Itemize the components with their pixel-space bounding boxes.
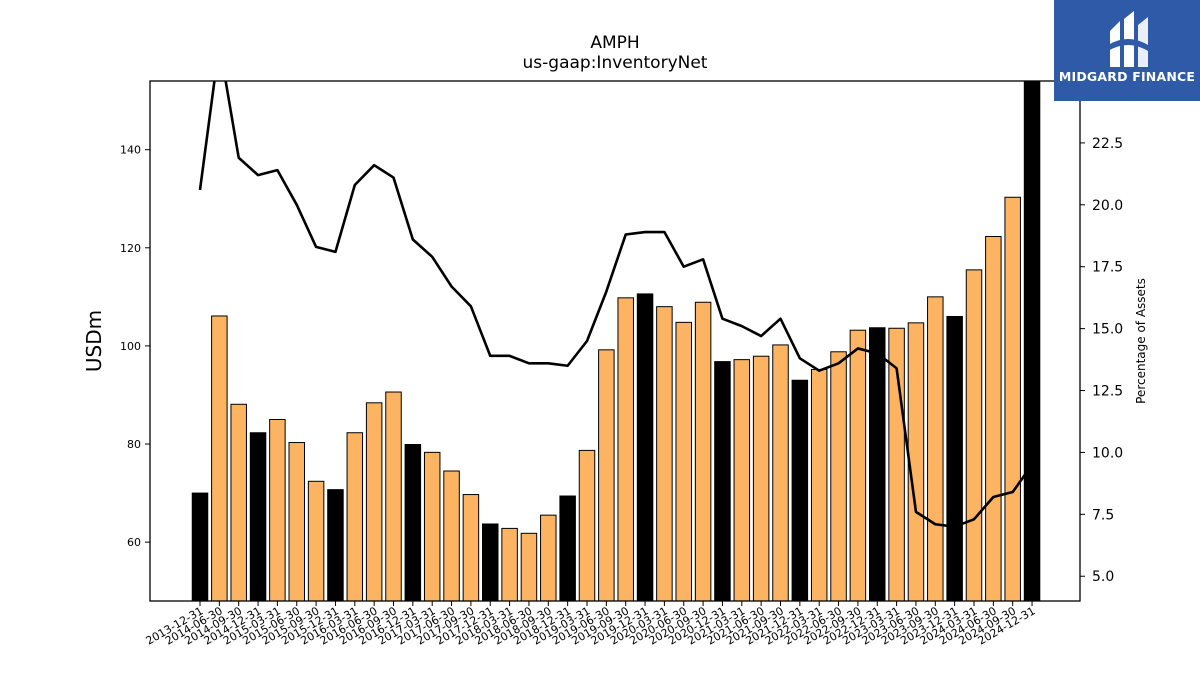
bar-2024-06-30 [985,236,1002,601]
right-tick-label: 5.0 [1092,569,1114,585]
bar-2022-03-31 [810,368,828,601]
left-tick-label: 140 [120,144,141,157]
bar-2018-03-31 [501,527,518,601]
right-tick-label: 20.0 [1092,198,1123,214]
right-tick-label: 22.5 [1092,136,1123,152]
percentage-line [198,81,1034,529]
bar-2021-09-30 [772,344,789,601]
bar-2024-03-31 [965,269,983,601]
bar-2017-03-31 [423,451,441,601]
bar-2016-09-30 [385,391,402,601]
chart-subtitle: us-gaap:InventoryNet [523,53,708,73]
logo-mark-icon [1108,11,1148,67]
bar-2013-12-31 [191,492,209,601]
bars-group [191,81,1041,601]
right-tick-label: 15.0 [1092,322,1123,338]
bar-2018-09-30 [540,514,557,601]
bar-2016-12-31 [404,444,422,601]
right-y-ticks: 5.0 7.5 10.0 12.5 15.0 17.5 20.0 22.5 [1080,136,1123,585]
bar-2022-12-31 [869,327,886,601]
bar-2021-12-31 [791,379,809,601]
bar-2018-06-30 [520,532,538,601]
chart-title: AMPH [590,33,639,53]
left-tick-label: 100 [120,340,141,353]
bar-2016-06-30 [365,402,383,601]
left-tick-label: 80 [127,438,141,451]
bar-2017-12-31 [482,523,499,601]
bar-2014-09-30 [230,403,247,601]
left-tick-label: 120 [120,242,141,255]
bar-2024-12-31 [1023,81,1041,601]
bar-2021-03-31 [733,359,751,601]
bar-2015-09-30 [307,480,325,601]
bar-2015-06-30 [288,442,305,601]
bar-2015-12-31 [327,489,344,601]
bar-2020-06-30 [675,321,692,601]
bar-2019-03-31 [578,449,596,601]
line-layer [198,81,1034,529]
bar-2019-12-31 [636,293,654,601]
bar-2016-03-31 [346,432,364,601]
bar-2022-06-30 [830,351,847,601]
bar-2017-06-30 [443,470,460,601]
right-tick-label: 7.5 [1092,507,1114,523]
bar-2019-06-30 [598,349,615,601]
right-tick-label: 10.0 [1092,445,1123,461]
bar-2014-12-31 [249,432,267,601]
bar-2023-09-30 [927,296,944,601]
bar-2020-12-31 [714,361,731,601]
plot-frame [149,80,1081,602]
brand-logo: MIDGARD FINANCE [1054,0,1200,101]
bar-2020-03-31 [656,306,673,601]
bar-2019-09-30 [617,297,634,601]
y2-axis-label: Percentage of Assets [1134,278,1148,404]
left-tick-label: 60 [127,536,141,549]
x-ticks: 2013-12-312014-06-302014-09-302014-12-31… [144,601,1038,648]
bar-2014-06-30 [211,315,228,601]
axes-group [149,80,1081,602]
bar-2021-06-30 [752,355,770,601]
bar-2023-12-31 [946,315,963,601]
bar-2024-09-30 [1004,196,1021,601]
y-axis-label: USDm [82,310,106,372]
bar-2022-09-30 [849,329,867,601]
bar-2018-12-31 [559,495,576,601]
bar-2017-09-30 [462,494,480,601]
bar-2015-03-31 [269,418,286,601]
right-tick-label: 17.5 [1092,260,1123,276]
bar-2020-09-30 [694,301,712,601]
brand-name: MIDGARD FINANCE [1058,69,1196,84]
left-y-ticks: 60 80 100 120 140 [120,144,150,549]
right-tick-label: 12.5 [1092,384,1123,400]
